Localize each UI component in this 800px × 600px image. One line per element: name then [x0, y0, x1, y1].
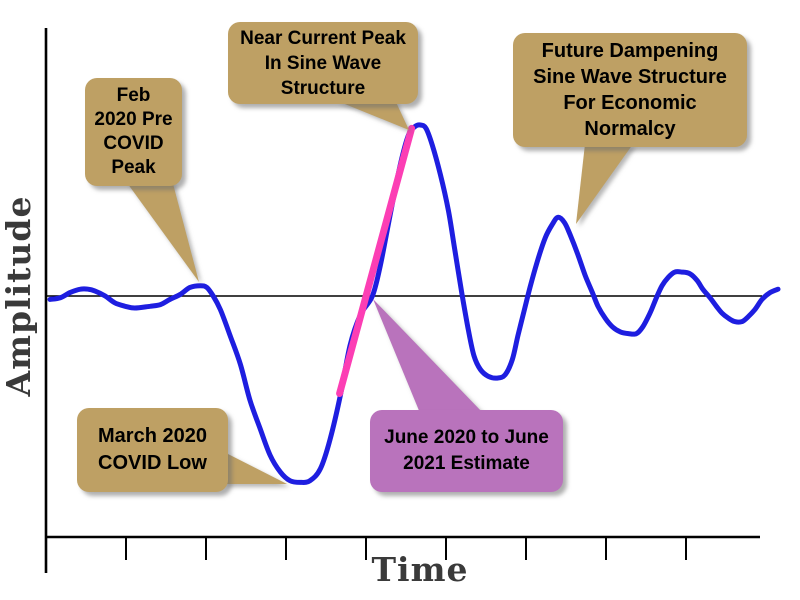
- callout-tail-march-low: [224, 452, 287, 484]
- callout-tail-near-current-peak: [335, 100, 409, 130]
- x-axis-label: Time: [371, 550, 469, 589]
- callout-tail-june-estimate: [373, 299, 483, 413]
- wave-line: [47, 122, 781, 485]
- estimate-segment-line: [336, 124, 416, 397]
- callout-future-dampening: Future Dampening Sine Wave Structure For E…: [513, 33, 747, 147]
- y-axis-label: Amplitude: [0, 195, 38, 397]
- callout-feb-2020-pre-covid-peak: Feb 2020 Pre COVID Peak: [85, 78, 182, 186]
- callout-tail-feb-peak: [125, 180, 199, 282]
- callout-june-2020-june-2021-estimate: June 2020 to June 2021 Estimate: [370, 410, 563, 492]
- axes-group: [44, 28, 762, 573]
- callout-march-2020-covid-low: March 2020 COVID Low: [77, 408, 228, 492]
- callout-near-current-peak: Near Current Peak In Sine Wave Structure: [228, 22, 418, 104]
- callout-tail-future-dampening: [576, 144, 633, 224]
